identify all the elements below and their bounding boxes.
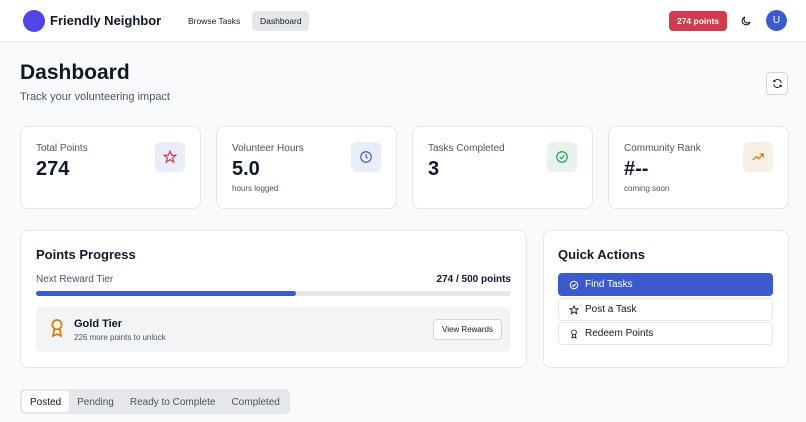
logo[interactable]: [23, 10, 45, 32]
action-label: Find Tasks: [585, 279, 633, 290]
stat-value: 5.0: [232, 158, 260, 180]
tier-note: 226 more points to unlock: [74, 333, 166, 342]
stat-label: Community Rank: [624, 143, 701, 154]
action-button[interactable]: Redeem Points: [558, 322, 773, 345]
brand[interactable]: Friendly Neighbor: [50, 13, 162, 28]
view-rewards-button[interactable]: View Rewards: [433, 319, 502, 340]
nav-link[interactable]: Dashboard: [252, 11, 309, 31]
progress-bar: [36, 291, 297, 296]
stat-value: 274: [36, 158, 70, 180]
icon: [351, 142, 381, 172]
page-subtitle: Track your volunteering impact: [20, 91, 170, 103]
page-title: Dashboard: [20, 61, 130, 84]
progress-label: Next Reward Tier: [36, 274, 114, 285]
stat-note: coming soon: [624, 184, 670, 193]
card-title: Quick Actions: [558, 247, 645, 262]
icon: [743, 142, 773, 172]
tab[interactable]: Pending: [77, 397, 114, 408]
stat-note: hours logged: [232, 184, 279, 193]
tab[interactable]: Completed: [231, 397, 280, 408]
nav-link[interactable]: Browse Tasks: [188, 16, 241, 26]
avatar[interactable]: U: [766, 10, 787, 31]
medal-icon: [51, 319, 63, 338]
tier-box: [36, 307, 511, 352]
action-label: Redeem Points: [585, 328, 654, 339]
action-button[interactable]: Post a Task: [558, 298, 773, 321]
stat-label: Total Points: [36, 143, 88, 154]
card-title: Points Progress: [36, 247, 136, 262]
icon: [547, 142, 577, 172]
refresh-button[interactable]: [766, 72, 788, 95]
icon: [155, 142, 185, 172]
action-button[interactable]: Find Tasks: [558, 273, 773, 296]
stat-value: 3: [428, 158, 440, 180]
stat-value: #--: [624, 158, 649, 180]
progress-track: [36, 291, 511, 296]
action-label: Post a Task: [585, 304, 637, 315]
tab[interactable]: Posted: [22, 391, 70, 412]
stat-label: Volunteer Hours: [232, 143, 304, 154]
theme-toggle[interactable]: [740, 15, 752, 27]
tier-name: Gold Tier: [74, 318, 123, 330]
progress-text: 274 / 500 points: [436, 274, 511, 285]
points-badge[interactable]: 274 points: [669, 11, 727, 31]
tabs: Posted Pending Ready to Complete Complet…: [20, 389, 290, 414]
stat-label: Tasks Completed: [428, 143, 505, 154]
tab[interactable]: Ready to Complete: [129, 397, 216, 408]
